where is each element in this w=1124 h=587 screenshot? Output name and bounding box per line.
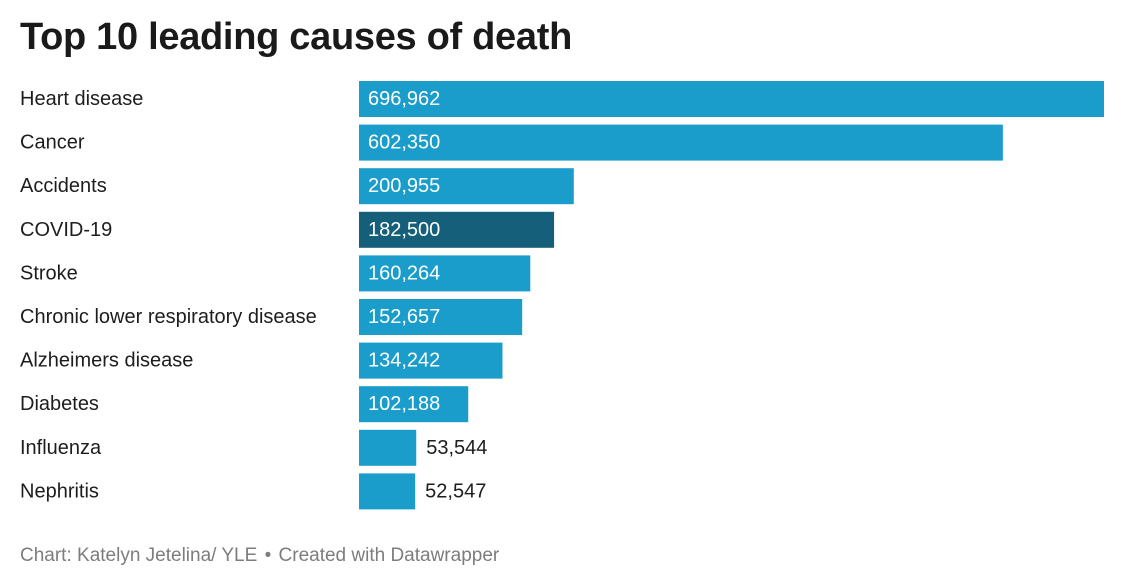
value-label: 602,350	[368, 132, 440, 154]
category-label: Influenza	[20, 437, 102, 459]
bar	[359, 429, 417, 466]
category-label: Heart disease	[20, 88, 143, 110]
value-label: 134,242	[368, 350, 440, 372]
value-label: 53,544	[426, 437, 487, 459]
value-label: 152,657	[368, 306, 440, 328]
source-credit: Chart: Katelyn Jetelina/ YLE	[20, 545, 258, 566]
chart-footer: Chart: Katelyn Jetelina/ YLE • Created w…	[20, 545, 499, 567]
category-label: Cancer	[20, 132, 85, 154]
value-label: 182,500	[368, 219, 440, 241]
bar-chart: Heart disease 696,962 Cancer 602,350 Acciden…	[20, 81, 1104, 510]
category-label: COVID-19	[20, 219, 112, 241]
value-label: 102,188	[368, 393, 440, 415]
bar	[359, 124, 1003, 161]
bar	[359, 342, 503, 379]
category-label: Diabetes	[20, 393, 99, 415]
bar	[359, 299, 523, 335]
category-label: Nephritis	[20, 480, 99, 502]
bar	[359, 255, 531, 292]
category-label: Stroke	[20, 262, 78, 284]
category-label: Chronic lower respiratory disease	[20, 306, 317, 328]
value-label: 52,547	[425, 480, 486, 502]
value-label: 160,264	[368, 262, 440, 284]
datawrapper-credit: Created with Datawrapper	[278, 545, 500, 566]
value-label: 200,955	[368, 175, 440, 197]
value-label: 696,962	[368, 88, 440, 110]
chart-title: Top 10 leading causes of death	[20, 16, 572, 58]
bar	[359, 168, 574, 205]
bar	[359, 81, 1104, 117]
footer-separator: •	[264, 545, 272, 566]
category-label: Alzheimers disease	[20, 350, 193, 372]
bar	[359, 386, 469, 423]
category-label: Accidents	[20, 175, 107, 197]
bar-highlight	[359, 211, 555, 248]
bar	[359, 473, 416, 510]
